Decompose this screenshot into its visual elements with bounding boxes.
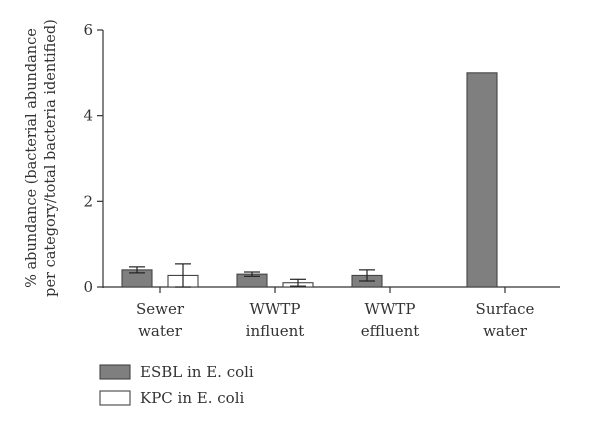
legend-swatch-kpc (99, 390, 131, 406)
x-category-label: effluent (361, 322, 420, 340)
legend-label-kpc: KPC in E. coli (140, 389, 244, 407)
y-tick-label: 4 (83, 107, 93, 125)
legend-label-esbl: ESBL in E. coli (140, 363, 254, 381)
y-tick-label: 0 (83, 278, 93, 296)
x-category-label: Sewer (136, 300, 185, 318)
x-category-label: WWTP (365, 300, 416, 318)
x-category-label: water (483, 322, 528, 340)
y-tick-label: 2 (83, 192, 93, 210)
y-axis-label: % abundance (bacterial abundance (24, 28, 40, 288)
legend-swatch-esbl (99, 364, 131, 380)
y-axis-label: per category/total bacteria identified) (43, 19, 59, 297)
x-category-label: Surface (476, 300, 535, 318)
x-category-label: water (138, 322, 183, 340)
x-category-label: influent (246, 322, 305, 340)
bar-esbl (466, 72, 498, 288)
y-tick-label: 6 (83, 21, 93, 39)
x-category-label: WWTP (250, 300, 301, 318)
